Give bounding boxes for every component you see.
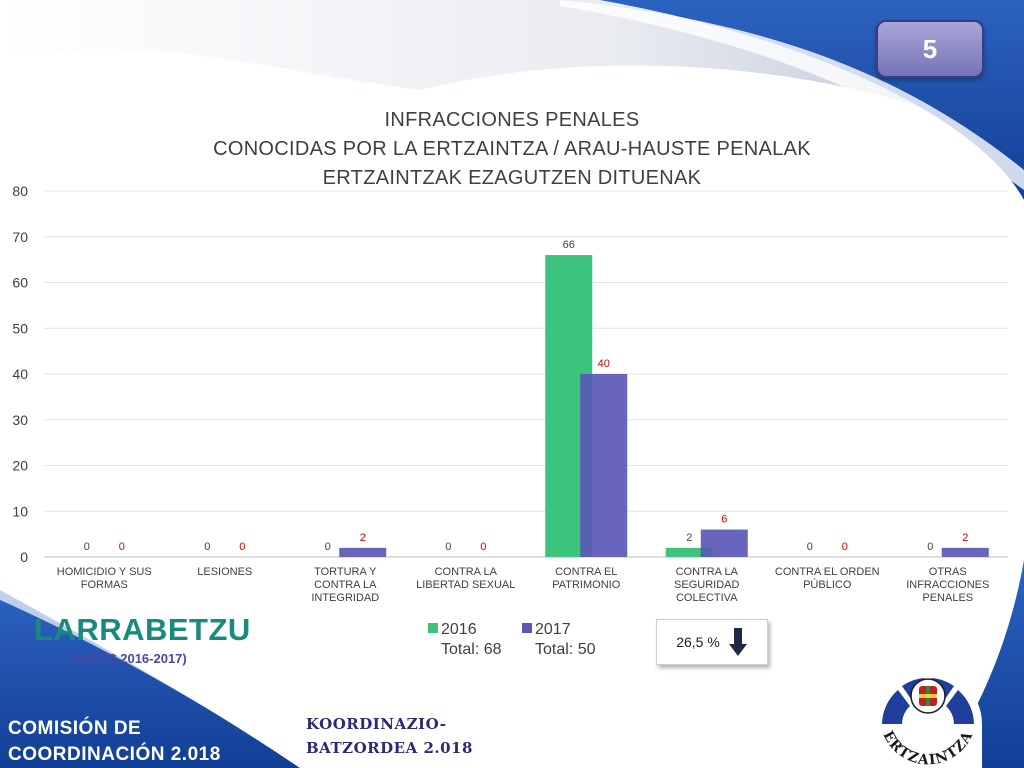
x-tick-label: LESIONES [197,566,252,578]
footer-koordinazio: KOORDINAZIO- BATZORDEA 2.018 [306,712,473,760]
x-tick-label: CONTRA LA SEGURIDAD COLECTIVA [674,566,739,604]
y-tick-label: 0 [20,549,28,565]
chart-title-line-1: INFRACCIONES PENALES [384,109,640,131]
town-name: LARRABETZU [34,612,251,647]
data-label-2016: 0 [807,541,813,553]
y-tick-label: 50 [12,320,28,336]
data-label-2017: 0 [119,541,125,553]
chart-title: INFRACCIONES PENALES CONOCIDAS POR LA ER… [100,106,924,193]
x-tick-label: HOMICIDIO Y SUS FORMAS [57,566,152,591]
legend-total-2016: Total: 68 [441,641,502,658]
bar-2017 [339,547,387,557]
y-tick-label: 70 [12,229,28,245]
legend-swatch-2017 [522,623,532,633]
legend-item-2016: 2016 Total: 68 [428,620,501,660]
data-label-2017: 0 [239,541,245,553]
data-label-2017: 2 [360,532,366,544]
y-tick-label: 80 [12,183,28,199]
down-arrow-icon [728,628,747,656]
data-label-2016: 66 [563,239,575,251]
data-label-2016: 0 [325,541,331,553]
ertzaintza-emblem-icon: ERTZAINTZA [874,670,982,768]
legend-total-2017: Total: 50 [535,641,596,658]
x-tick-label: CONTRA LA LIBERTAD SEXUAL [416,566,515,591]
change-percentage-box: 26,5 % [656,619,768,665]
data-label-2016: 0 [445,541,451,553]
bar-2017 [580,374,628,557]
bar-2016 [665,547,713,557]
data-label-2017: 6 [721,514,727,526]
change-value: 26,5 % [676,634,720,650]
y-tick-label: 40 [12,366,28,382]
legend-label-2017: 2017 [535,621,571,638]
y-tick-label: 30 [12,412,28,428]
x-tick-label: OTRAS INFRACCIONES PENALES [906,566,989,604]
data-label-2017: 0 [842,541,848,553]
data-label-2016: 0 [84,541,90,553]
chart-title-line-3: ERTZAINTZAK EZAGUTZEN DITUENAK [322,167,702,189]
x-tick-label: CONTRA EL PATRIMONIO [552,566,620,591]
x-tick-label: CONTRA EL ORDEN PÚBLICO [775,566,880,591]
bottom-swoosh-white [0,580,320,768]
footer-koordinazio-line-1: KOORDINAZIO- [306,715,447,733]
x-tick-label: TORTURA Y CONTRA LA INTEGRIDAD [311,566,379,604]
data-label-2017: 2 [962,532,968,544]
data-label-2016: 2 [686,532,692,544]
footer-comision: COMISIÓN DE COORDINACIÓN 2.018 [8,716,221,768]
bar-2017 [941,547,989,557]
slide-number: 5 [922,33,938,64]
right-swoosh-blue [940,560,1024,768]
data-label-2016: 0 [204,541,210,553]
footer-comision-line-2: COORDINACIÓN 2.018 [8,744,221,765]
data-label-2017: 0 [480,541,486,553]
data-years: (DATOS 2016-2017) [68,651,187,666]
data-label-2016: 0 [927,541,933,553]
legend-item-2017: 2017 Total: 50 [522,620,595,660]
legend-label-2016: 2016 [441,621,477,638]
y-tick-label: 20 [12,458,28,474]
data-label-2017: 40 [598,358,610,370]
y-tick-label: 60 [12,275,28,291]
footer-koordinazio-line-2: BATZORDEA 2.018 [306,739,473,757]
y-tick-label: 10 [12,503,28,519]
footer-comision-line-1: COMISIÓN DE [8,718,142,739]
slide-number-badge: 5 [876,20,984,78]
chart-title-line-2: CONOCIDAS POR LA ERTZAINTZA / ARAU-HAUST… [213,138,811,160]
bar-2017 [700,529,748,557]
legend-swatch-2016 [428,623,438,633]
